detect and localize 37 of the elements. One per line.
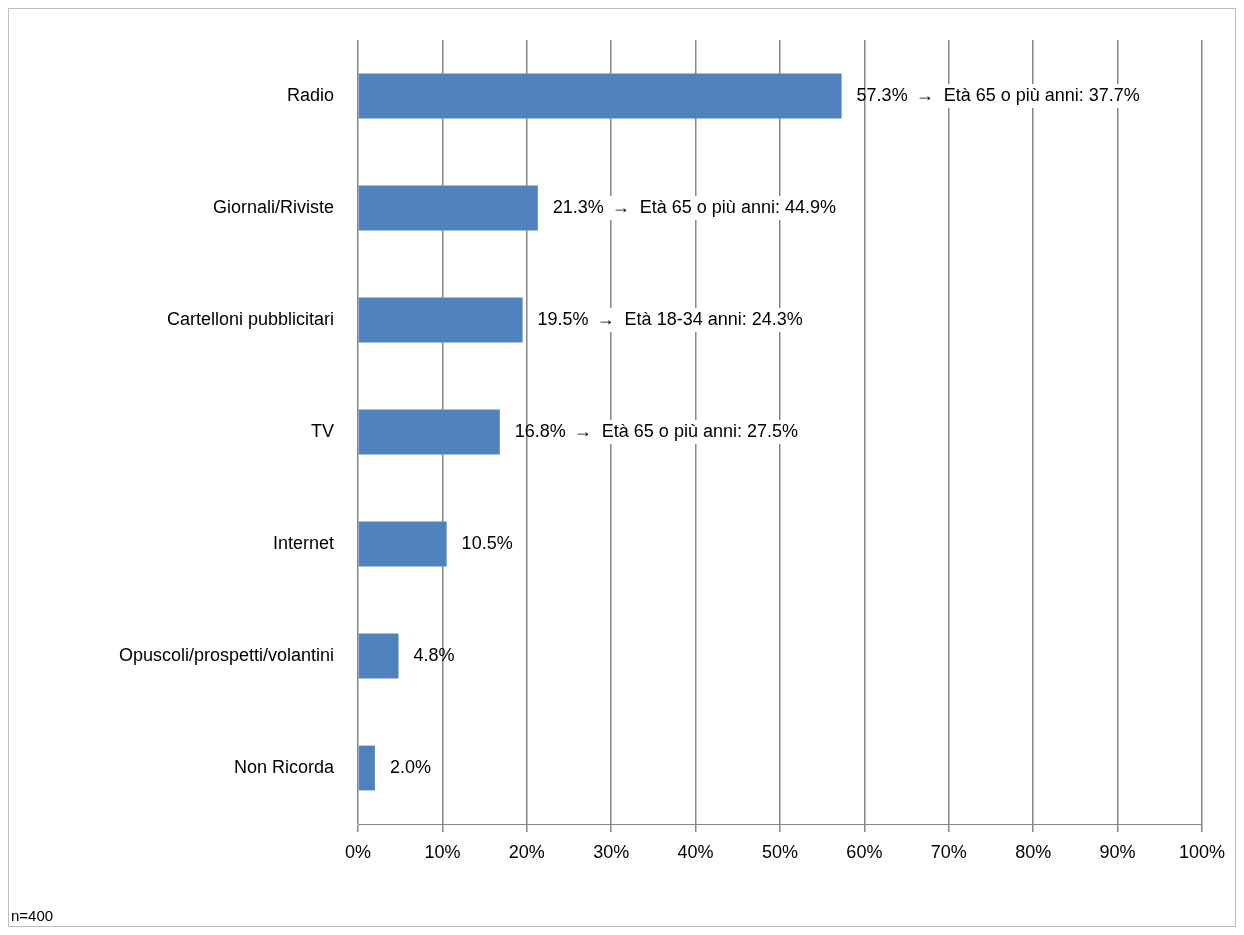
annotation: → Età 65 o più anni: 27.5% (573, 420, 798, 441)
data-label: 16.8% (514, 420, 566, 441)
bar (358, 409, 500, 455)
x-tick-label: 40% (677, 841, 714, 862)
y-tick-label: Giornali/Riviste (212, 196, 334, 217)
annotation: → Età 65 o più anni: 37.7% (915, 84, 1140, 105)
y-tick-label: Internet (272, 532, 334, 553)
x-tick-label: 10% (424, 841, 461, 862)
data-label: 10.5% (461, 532, 513, 553)
bar (358, 185, 538, 231)
x-tick-label: 60% (846, 841, 883, 862)
annotation: → Età 65 o più anni: 44.9% (611, 196, 836, 217)
data-label: 19.5% (537, 308, 589, 329)
bar (358, 633, 399, 679)
x-tick-label: 90% (1099, 841, 1136, 862)
data-label: 21.3% (552, 196, 604, 217)
annotation: → Età 18-34 anni: 24.3% (596, 308, 803, 329)
x-tick-label: 20% (508, 841, 545, 862)
y-tick-label: Opuscoli/prospetti/volantini (118, 644, 334, 665)
text: n=400 (11, 906, 54, 924)
x-tick-label: 100% (1178, 841, 1225, 862)
bar (358, 73, 842, 119)
x-tick-label: 70% (930, 841, 967, 862)
x-tick-label: 80% (1015, 841, 1052, 862)
bar (358, 521, 447, 567)
y-tick-label: TV (310, 420, 334, 441)
y-tick-label: Radio (286, 84, 334, 105)
bar (358, 745, 375, 791)
data-label: 4.8% (413, 644, 455, 665)
x-tick-label: 50% (761, 841, 799, 862)
data-label: 57.3% (856, 84, 908, 105)
y-tick-label: Non Ricorda (233, 756, 335, 777)
x-tick-label: 30% (593, 841, 630, 862)
bar (358, 297, 523, 343)
y-tick-label: Cartelloni pubblicitari (166, 308, 334, 329)
data-label: 2.0% (389, 756, 431, 777)
x-tick-label: 0% (344, 841, 372, 862)
